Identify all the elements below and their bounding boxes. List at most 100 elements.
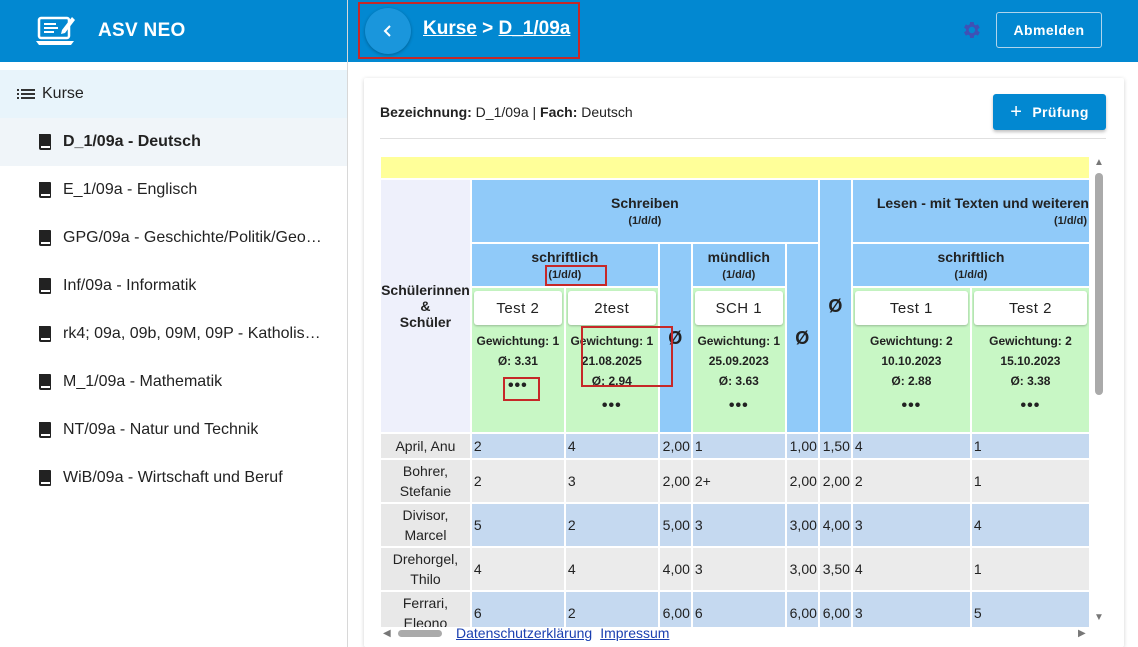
student-header-line: Schülerinnen bbox=[381, 282, 470, 298]
student-header-line: & bbox=[420, 298, 431, 314]
test-weight: Gewichtung: 1 bbox=[570, 334, 654, 348]
breadcrumb-current[interactable]: D_1/09a bbox=[498, 18, 571, 39]
horizontal-scrollbar-thumb[interactable] bbox=[398, 630, 442, 637]
group-weight: (1/d/d) bbox=[628, 215, 662, 227]
grade-cell[interactable]: 2+ bbox=[692, 460, 785, 502]
book-icon bbox=[39, 182, 51, 198]
book-icon bbox=[39, 326, 51, 342]
sidebar-item-englisch[interactable]: E_1/09a - Englisch bbox=[0, 166, 347, 214]
scroll-left-icon[interactable]: ◀ bbox=[383, 628, 391, 639]
list-icon bbox=[17, 89, 35, 99]
test-button[interactable]: Test 2 bbox=[473, 291, 562, 325]
student-name[interactable]: Drehorgel, Thilo bbox=[381, 548, 470, 590]
test-average: Ø: 2.88 bbox=[891, 374, 932, 388]
grade-cell[interactable]: 5 bbox=[971, 592, 1089, 627]
more-options-icon[interactable]: ••• bbox=[1020, 397, 1041, 414]
scroll-up-icon[interactable]: ▲ bbox=[1094, 157, 1104, 168]
group-header-schreiben: Schreiben (1/d/d) bbox=[471, 180, 818, 242]
add-exam-label: Prüfung bbox=[1032, 104, 1089, 120]
book-icon bbox=[39, 422, 51, 438]
grade-cell[interactable]: 5 bbox=[471, 504, 564, 546]
sidebar-item-gpg[interactable]: GPG/09a - Geschichte/Politik/Geo… bbox=[0, 214, 347, 262]
sidebar-item-label: rk4; 09a, 09b, 09M, 09P - Katholis… bbox=[63, 325, 321, 342]
scroll-down-icon[interactable]: ▼ bbox=[1094, 612, 1104, 623]
info-separator: | bbox=[532, 104, 537, 120]
add-exam-button[interactable]: + Prüfung bbox=[993, 94, 1106, 130]
grade-cell[interactable]: 4 bbox=[565, 434, 658, 458]
grade-cell[interactable]: 6 bbox=[692, 592, 785, 627]
student-header-line: Schüler bbox=[399, 314, 452, 330]
sidebar-item-label: GPG/09a - Geschichte/Politik/Geo… bbox=[63, 229, 322, 246]
grade-cell[interactable]: 1 bbox=[971, 548, 1089, 590]
grade-cell[interactable]: 1 bbox=[692, 434, 785, 458]
scrollbar-thumb[interactable] bbox=[1095, 173, 1103, 395]
test-button[interactable]: 2test bbox=[567, 291, 656, 325]
student-name[interactable]: April, Anu bbox=[381, 434, 470, 458]
grade-cell[interactable]: 4 bbox=[852, 548, 970, 590]
avg-cell: 3,00 bbox=[786, 504, 818, 546]
grade-cell[interactable]: 4 bbox=[565, 548, 658, 590]
test-button[interactable]: Test 1 bbox=[854, 291, 968, 325]
more-options-icon[interactable]: ••• bbox=[901, 397, 922, 414]
sidebar-section-label: Kurse bbox=[42, 85, 84, 102]
plus-icon: + bbox=[1010, 100, 1023, 123]
privacy-link[interactable]: Datenschutzerklärung bbox=[456, 625, 593, 641]
grade-cell[interactable]: 2 bbox=[565, 504, 658, 546]
sidebar-item-katholisch[interactable]: rk4; 09a, 09b, 09M, 09P - Katholis… bbox=[0, 310, 347, 358]
grade-cell[interactable]: 2 bbox=[471, 460, 564, 502]
back-button[interactable] bbox=[365, 8, 411, 54]
avg-column-muendlich: Ø bbox=[786, 244, 818, 432]
imprint-link[interactable]: Impressum bbox=[600, 625, 670, 641]
grade-cell[interactable]: 3 bbox=[692, 548, 785, 590]
breadcrumb-separator: > bbox=[476, 18, 499, 39]
test-date: 25.09.2023 bbox=[708, 354, 769, 368]
subgroup-header-schriftlich-lesen: schriftlich (1/d/d) bbox=[852, 244, 1089, 286]
scroll-right-icon[interactable]: ▶ bbox=[1078, 628, 1086, 639]
table-row: Divisor, Marcel 5 2 5,00 3 3,00 4,00 3 4 bbox=[381, 504, 1089, 546]
grade-cell[interactable]: 4 bbox=[852, 434, 970, 458]
vertical-scrollbar[interactable]: ▲ ▼ bbox=[1093, 157, 1105, 627]
subgroup-header-muendlich: mündlich (1/d/d) bbox=[692, 244, 785, 286]
table-row: Drehorgel, Thilo 4 4 4,00 3 3,00 3,50 4 … bbox=[381, 548, 1089, 590]
test-button[interactable]: Test 2 bbox=[973, 291, 1087, 325]
sidebar-item-wirtschaft-beruf[interactable]: WiB/09a - Wirtschaft und Beruf bbox=[0, 454, 347, 502]
logout-button[interactable]: Abmelden bbox=[996, 12, 1102, 48]
test-button[interactable]: SCH 1 bbox=[694, 291, 783, 325]
grade-cell[interactable]: 4 bbox=[971, 504, 1089, 546]
grade-cell[interactable]: 1 bbox=[971, 434, 1089, 458]
grade-cell[interactable]: 3 bbox=[852, 592, 970, 627]
more-options-icon[interactable]: ••• bbox=[728, 397, 749, 414]
grade-cell[interactable]: 3 bbox=[852, 504, 970, 546]
gear-icon[interactable] bbox=[960, 19, 982, 41]
more-options-icon[interactable]: ••• bbox=[601, 397, 622, 414]
sidebar-item-deutsch[interactable]: D_1/09a - Deutsch bbox=[0, 118, 347, 166]
breadcrumb-link-kurse[interactable]: Kurse bbox=[423, 18, 477, 39]
student-column-header: Schülerinnen & Schüler bbox=[381, 180, 470, 432]
sidebar-section-kurse[interactable]: Kurse bbox=[0, 70, 347, 118]
avg-cell: 1,50 bbox=[819, 434, 851, 458]
breadcrumb-highlight bbox=[358, 2, 580, 59]
sidebar-item-natur-technik[interactable]: NT/09a - Natur und Technik bbox=[0, 406, 347, 454]
more-options-icon[interactable]: ••• bbox=[507, 377, 528, 394]
student-name[interactable]: Divisor, Marcel bbox=[381, 504, 470, 546]
sidebar-item-mathematik[interactable]: M_1/09a - Mathematik bbox=[0, 358, 347, 406]
grade-cell[interactable]: 2 bbox=[471, 434, 564, 458]
avg-cell: 6,00 bbox=[786, 592, 818, 627]
grade-cell[interactable]: 6 bbox=[471, 592, 564, 627]
sidebar-item-informatik[interactable]: Inf/09a - Informatik bbox=[0, 262, 347, 310]
avg-cell: 2,00 bbox=[659, 460, 691, 502]
laptop-edit-icon bbox=[36, 16, 75, 45]
grade-cell[interactable]: 1 bbox=[971, 460, 1089, 502]
grade-cell[interactable]: 2 bbox=[852, 460, 970, 502]
group-title: Lesen - mit Texten und weiteren bbox=[876, 195, 1089, 211]
grade-cell[interactable]: 2 bbox=[565, 592, 658, 627]
sidebar-item-label: M_1/09a - Mathematik bbox=[63, 373, 223, 390]
test-weight: Gewichtung: 2 bbox=[989, 334, 1072, 348]
student-name[interactable]: Ferrari, Eleono bbox=[381, 592, 470, 627]
grade-cell[interactable]: 3 bbox=[565, 460, 658, 502]
test-average: Ø: 2.94 bbox=[591, 374, 632, 388]
grade-cell[interactable]: 3 bbox=[692, 504, 785, 546]
avg-column-schriftlich: Ø bbox=[659, 244, 691, 432]
grade-cell[interactable]: 4 bbox=[471, 548, 564, 590]
student-name[interactable]: Bohrer, Stefanie bbox=[381, 460, 470, 502]
